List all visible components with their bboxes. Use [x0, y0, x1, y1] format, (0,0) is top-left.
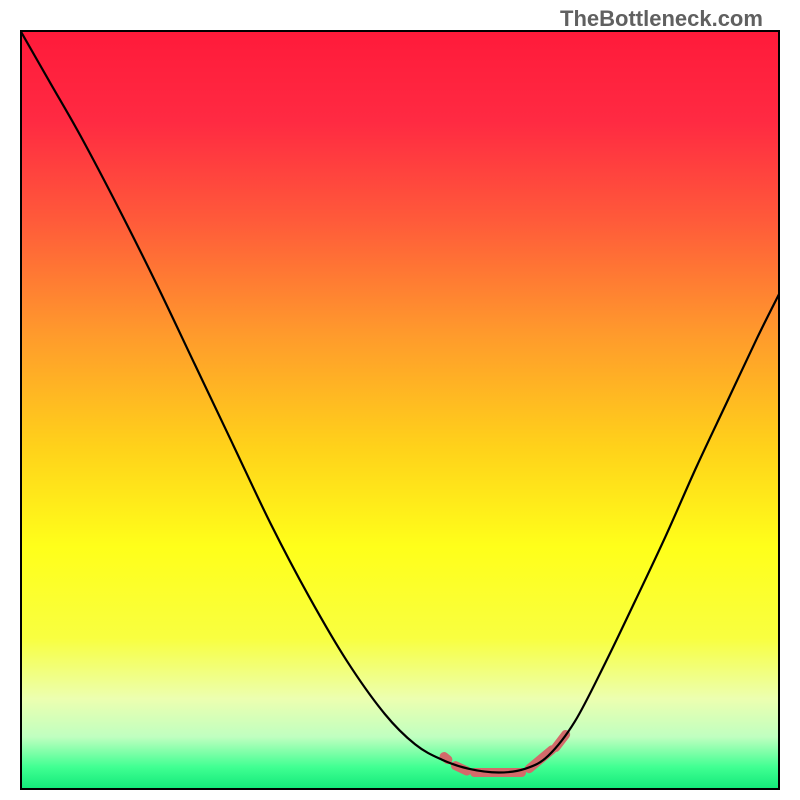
attribution-text: TheBottleneck.com [560, 6, 763, 32]
bottleneck-curve-svg [20, 30, 780, 790]
gradient-background [20, 30, 780, 790]
